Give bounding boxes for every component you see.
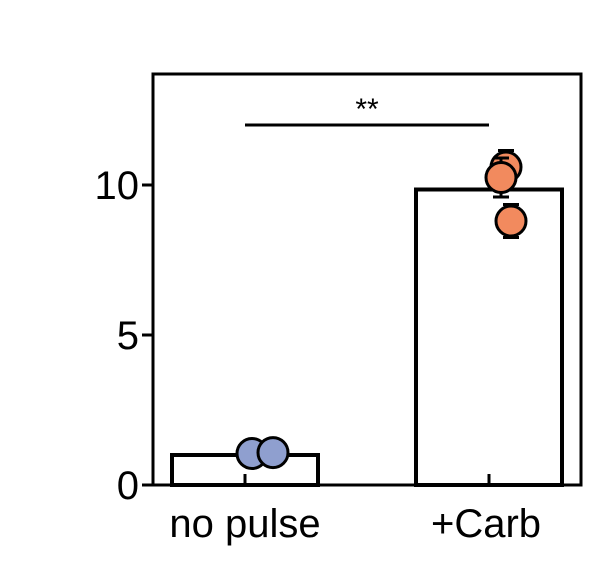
x-tick-label-0: no pulse — [169, 502, 320, 546]
data-point-2-3 — [494, 204, 528, 238]
y-tick-label-0: 0 — [117, 464, 139, 508]
data-points — [235, 149, 528, 470]
data-point-1-2 — [256, 436, 290, 470]
bars — [170, 187, 564, 487]
y-axis: 0 5 10 — [95, 164, 153, 508]
x-tick-label-1: +Carb — [431, 502, 541, 546]
significance-annotation: ** — [245, 93, 489, 127]
bar-2 — [414, 187, 564, 487]
plot-frame — [151, 72, 583, 487]
data-point-2-2 — [484, 161, 518, 194]
y-tick-label-1: 5 — [117, 314, 139, 358]
y-tick-label-2: 10 — [95, 164, 140, 208]
significance-label: ** — [355, 93, 379, 126]
x-axis: no pulse +Carb — [169, 474, 541, 546]
